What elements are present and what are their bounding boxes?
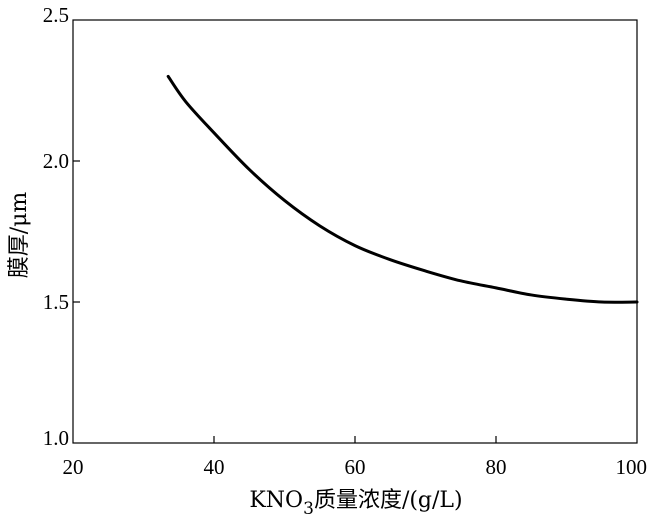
x-tick-label: 20 bbox=[63, 455, 84, 479]
y-tick-label: 1.0 bbox=[43, 426, 69, 450]
x-axis-label: KNO3质量浓度/(g/L) bbox=[249, 488, 462, 519]
x-axis: 20 40 60 80 100 bbox=[63, 436, 647, 479]
x-tick-label: 60 bbox=[345, 455, 366, 479]
series-line bbox=[166, 74, 639, 304]
y-tick-label: 2.5 bbox=[43, 3, 69, 27]
x-axis-label-subscript: 3 bbox=[303, 499, 314, 519]
y-axis-label: 膜厚/μm bbox=[7, 192, 32, 279]
x-tick-label: 100 bbox=[616, 455, 647, 479]
plot-frame bbox=[72, 19, 638, 444]
plot-area: 20 40 60 80 100 1.0 1.5 2.0 2.5 bbox=[43, 3, 647, 479]
x-axis-label-prefix: KNO bbox=[249, 488, 303, 513]
x-axis-label-suffix: 质量浓度/(g/L) bbox=[314, 488, 463, 513]
x-tick-label: 80 bbox=[486, 455, 507, 479]
x-tick-label: 40 bbox=[204, 455, 225, 479]
y-tick-label: 1.5 bbox=[43, 290, 69, 314]
y-tick-label: 2.0 bbox=[43, 149, 69, 173]
y-axis: 1.0 1.5 2.0 2.5 bbox=[43, 3, 80, 450]
